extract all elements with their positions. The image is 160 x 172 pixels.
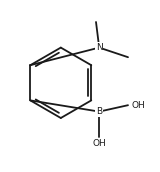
Text: B: B: [96, 107, 102, 116]
Text: OH: OH: [92, 139, 106, 148]
Text: N: N: [96, 43, 103, 52]
Text: OH: OH: [132, 101, 146, 110]
